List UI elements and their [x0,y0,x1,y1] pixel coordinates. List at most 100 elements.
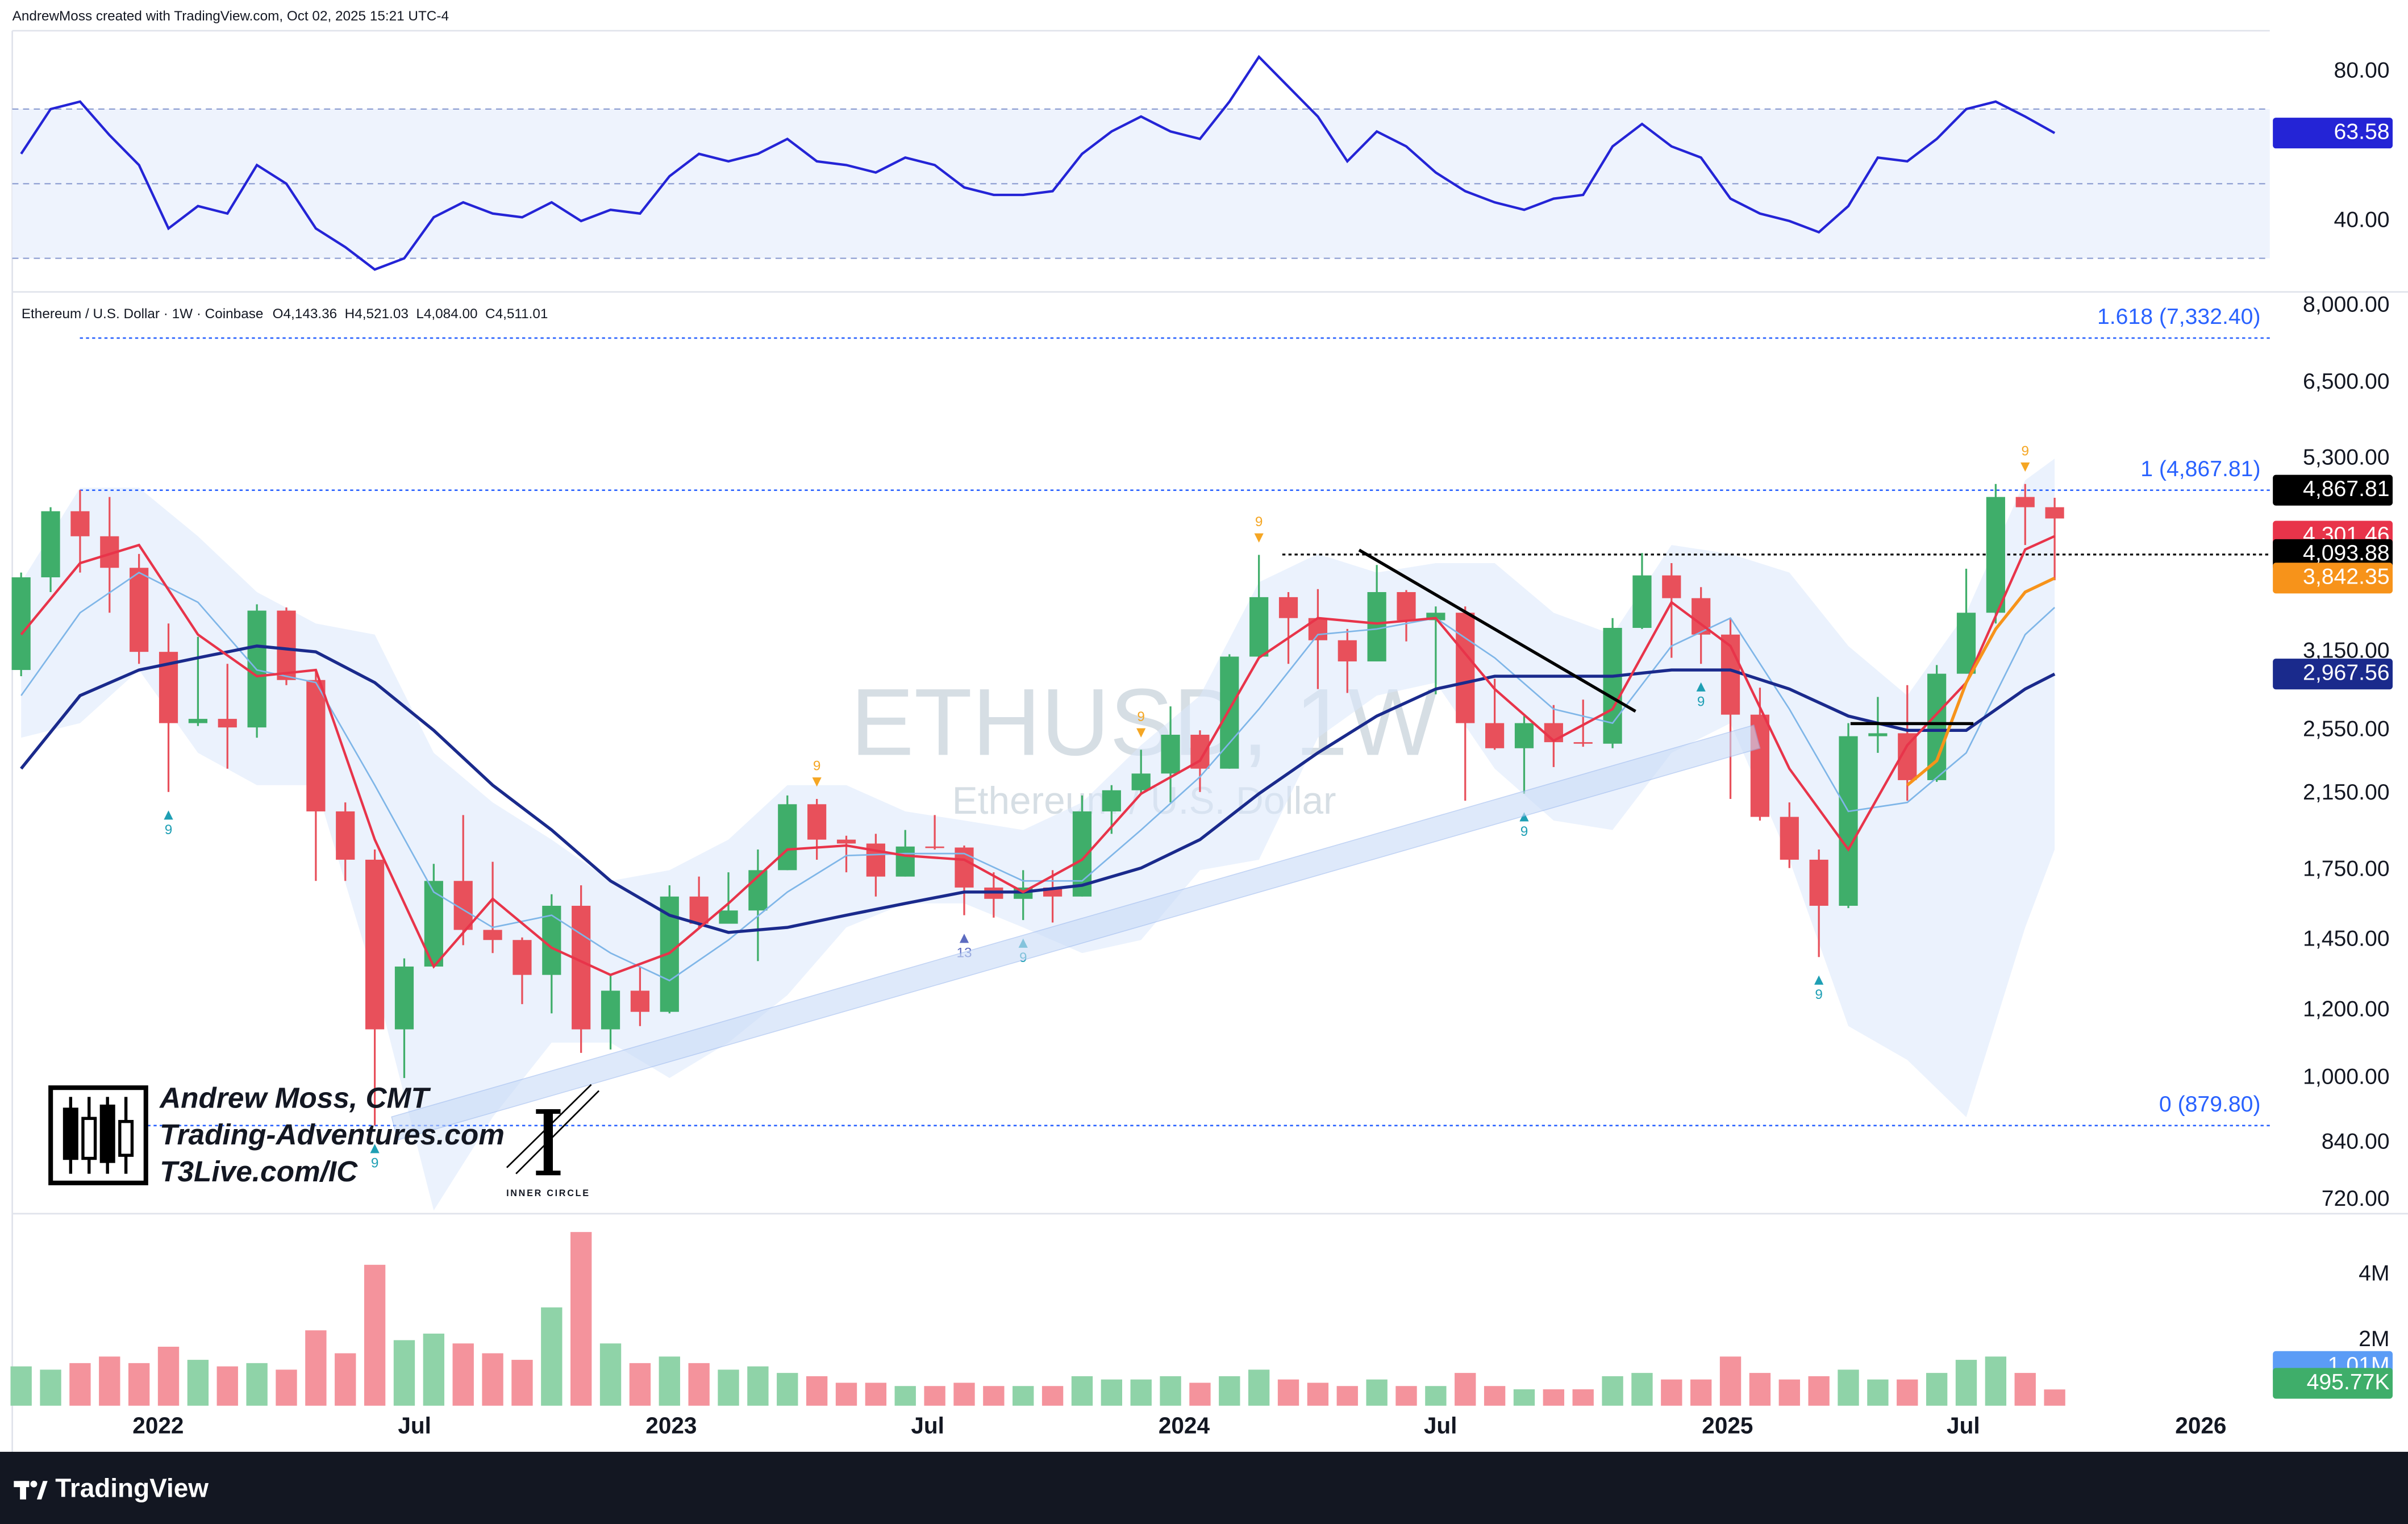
candle-body [1338,640,1357,661]
candle-body [778,804,797,871]
volume-bar [1425,1386,1447,1406]
candle-body [1131,773,1151,790]
candle-body [1220,656,1239,769]
volume-bar [305,1330,327,1406]
volume-bar [1071,1376,1093,1406]
price-tag: 495.77K [2273,1368,2393,1399]
y-tick-label: 5,300.00 [2303,445,2390,469]
y-tick-label: 1,450.00 [2303,927,2390,951]
candle-body [306,680,326,811]
candle-body [719,910,738,924]
x-tick-label: Jul [1424,1412,1457,1438]
volume-bar [1631,1373,1653,1406]
candle-body [2045,507,2064,519]
volume-bar [629,1363,651,1406]
td-marker-arrow [1519,812,1529,822]
candle-body [11,577,31,671]
candle-body [1662,575,1681,598]
volume-bar [747,1366,769,1406]
footer-logo-icon [14,1480,48,1500]
price-tag-label: 63.58 [2334,119,2390,144]
footer-logo: TradingView [55,1473,209,1503]
volume-bar [1248,1369,1270,1406]
td-marker-arrow [1254,533,1264,543]
y-tick-label: 6,500.00 [2303,369,2390,394]
volume-bar [364,1264,386,1406]
volume-bar [806,1376,828,1406]
candle-body [336,811,355,860]
brand-site: Trading-Adventures.com [160,1118,505,1151]
volume-bar [1484,1386,1506,1406]
volume-bar [1101,1379,1122,1406]
y-tick-label: 2,550.00 [2303,717,2390,742]
volume-bar [1160,1376,1181,1406]
volume-bar [570,1232,592,1406]
price-tag-label: 4,093.88 [2303,541,2390,565]
candle-body [1809,859,1828,906]
volume-bar [276,1369,297,1406]
candle-body [277,610,296,680]
candle-body [1278,597,1298,618]
volume-bar [924,1386,945,1406]
volume-bar [128,1363,150,1406]
candle-body [1986,497,2005,613]
candle-body [2015,497,2035,507]
td-marker: 9 [165,822,173,838]
volume-bar [1455,1373,1476,1406]
volume-bar [1336,1386,1358,1406]
volume-bar [1013,1386,1034,1406]
ohlc-value: L4,084.00 [416,307,477,322]
price-tag-box [2273,563,2393,594]
volume-bar [953,1383,975,1406]
candle-body [572,906,591,1030]
volume-bar [99,1356,120,1406]
x-tick-label: Jul [398,1412,431,1438]
volume-bar [2044,1389,2065,1406]
candle-body [70,511,90,536]
y-tick-label: 720.00 [2322,1186,2390,1211]
brand-name: Andrew Moss, CMT [159,1081,431,1114]
volume-bar [393,1340,415,1406]
rsi-line [20,55,2056,271]
candle-body [1868,733,1888,736]
td-marker: 9 [1255,514,1263,530]
price-tag: 3,842.35 [2273,563,2393,594]
candle-body [1514,723,1534,748]
volume-bar [10,1366,32,1406]
candle-body [1839,736,1858,906]
candle-body [218,719,237,728]
candle-body [1632,575,1652,628]
td-marker-arrow [1814,975,1824,985]
candle-body [483,930,502,940]
x-tick-label: 2026 [2175,1412,2226,1438]
volume-bar [1897,1379,1918,1406]
td-marker: 9 [1815,987,1823,1002]
candle-body [836,839,856,844]
candle-body [925,846,944,848]
volume-bar [1395,1386,1417,1406]
ohlc-value: H4,521.03 [345,307,409,322]
candle-body [1573,742,1593,744]
price-tag-label: 2,967.56 [2303,661,2390,685]
candle-body [630,990,650,1012]
price-tag-label: 3,842.35 [2303,565,2390,589]
candle-body [513,940,532,975]
candle-body [1397,592,1416,621]
volume-bar [835,1383,857,1406]
trend-channel [391,724,1761,1141]
x-tick-label: Jul [1947,1412,1980,1438]
candle-body [1367,592,1386,661]
x-tick-label: 2025 [1702,1412,1753,1438]
volume-bar [1219,1376,1240,1406]
volume-bar [40,1369,61,1406]
volume-bar [1130,1379,1152,1406]
volume-bar [1366,1379,1388,1406]
candle-body [1456,613,1475,723]
y-tick-label: 80.00 [2334,59,2390,83]
inner-circle-logo: INNER CIRCLE [506,1084,600,1198]
price-tag-box [2273,118,2393,149]
y-tick-label: 1,000.00 [2303,1064,2390,1089]
y-tick-label: 1,750.00 [2303,857,2390,881]
